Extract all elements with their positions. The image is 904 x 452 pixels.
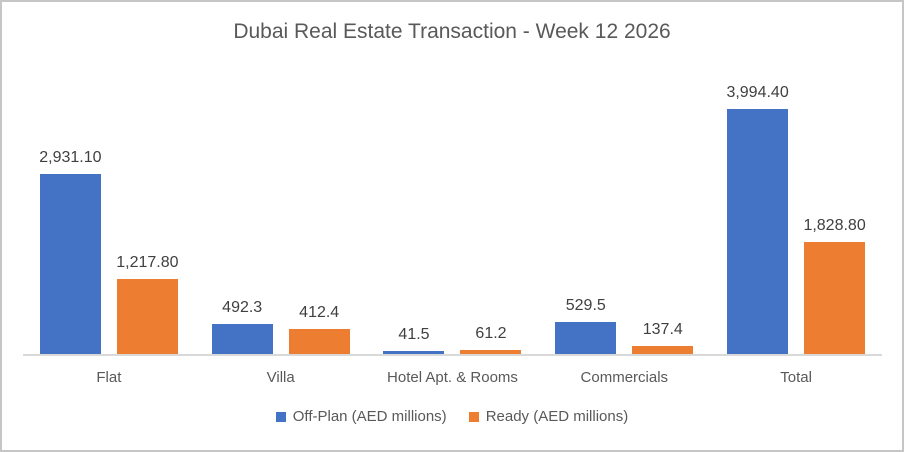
- data-label: 412.4: [299, 303, 340, 321]
- data-label: 1,217.80: [116, 254, 179, 272]
- data-label: 1,828.80: [803, 216, 866, 234]
- bar-series-0-category-3: 529.5: [555, 297, 617, 354]
- legend-item: Ready (AED millions): [468, 408, 629, 425]
- category-label: Total: [780, 369, 812, 386]
- bar-series-0-category-4: 3,994.40: [726, 84, 789, 354]
- legend-label: Ready (AED millions): [485, 408, 629, 425]
- category-label: Hotel Apt. & Rooms: [387, 369, 518, 386]
- plot-area: 2,931.10 1,217.80 492.3 412.4 41.5 61.2 529.5 1…: [23, 84, 882, 354]
- data-label: 529.5: [565, 296, 606, 314]
- bar-series-1-category-2: 61.2: [460, 325, 522, 354]
- bar-group: 529.5 137.4: [538, 94, 710, 354]
- data-label: 2,931.10: [39, 149, 102, 167]
- legend-label: Off-Plan (AED millions): [292, 408, 447, 425]
- bar-group: 2,931.10 1,217.80: [23, 94, 195, 354]
- bar-series-1-category-4: 1,828.80: [803, 217, 866, 354]
- legend-marker-icon: [468, 411, 479, 422]
- data-label: 492.3: [222, 298, 263, 316]
- category-label: Flat: [96, 369, 122, 386]
- bar-series-0-category-1: 492.3: [211, 299, 273, 354]
- legend-item: Off-Plan (AED millions): [275, 408, 447, 425]
- chart-title: Dubai Real Estate Transaction - Week 12 …: [233, 20, 671, 43]
- data-label: 3,994.40: [726, 84, 789, 101]
- x-axis-line: [23, 354, 882, 356]
- data-label: 41.5: [398, 326, 430, 344]
- bar-series-1-category-0: 1,217.80: [116, 254, 179, 354]
- legend: Off-Plan (AED millions) Ready (AED millio…: [2, 408, 902, 425]
- bar-series-1-category-3: 137.4: [632, 321, 694, 354]
- bar-group: 492.3 412.4: [195, 94, 367, 354]
- category-label: Villa: [266, 369, 295, 386]
- bar-series-0-category-0: 2,931.10: [39, 149, 102, 354]
- data-label: 61.2: [475, 325, 507, 343]
- bar-series-1-category-1: 412.4: [288, 304, 350, 354]
- data-label: 137.4: [642, 320, 683, 338]
- bar-series-0-category-2: 41.5: [383, 326, 445, 354]
- legend-marker-icon: [275, 411, 286, 422]
- x-axis-labels: Flat Villa Hotel Apt. & Rooms Commercials To…: [23, 369, 882, 386]
- bar-group: 3,994.40 1,828.80: [710, 84, 882, 354]
- category-label: Commercials: [580, 369, 669, 386]
- bar-group: 41.5 61.2: [367, 94, 539, 354]
